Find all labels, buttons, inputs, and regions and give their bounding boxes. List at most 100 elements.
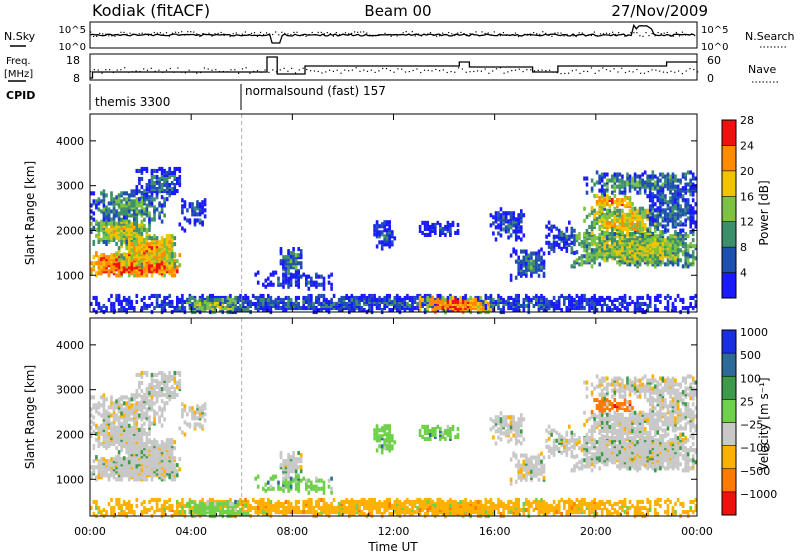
power-cell <box>112 215 116 220</box>
nave-point <box>139 70 141 73</box>
power-cell <box>631 202 634 207</box>
power-cell <box>499 227 503 232</box>
power-cell <box>626 230 629 235</box>
power-cell <box>145 235 149 240</box>
power-cell <box>626 301 629 306</box>
power-cell <box>575 258 579 263</box>
noise-search-point <box>672 35 674 37</box>
power-cell <box>664 228 667 233</box>
power-cell <box>621 303 624 308</box>
power-cell <box>643 208 647 213</box>
nave-point <box>241 68 243 70</box>
power-cell <box>193 218 197 223</box>
power-cell <box>545 224 548 229</box>
power-cell <box>125 201 128 206</box>
power-cell <box>509 301 513 306</box>
velocity-cell <box>168 438 171 443</box>
power-cell <box>694 210 698 215</box>
power-cell <box>684 172 687 177</box>
noise-search-point <box>642 35 644 37</box>
power-cell <box>691 254 695 259</box>
power-cell <box>127 260 131 265</box>
power-cell <box>92 261 96 266</box>
noise-search-point <box>448 32 450 34</box>
power-cell <box>681 186 685 191</box>
noise-search-point <box>684 34 687 36</box>
power-cell <box>499 213 503 218</box>
power-cell <box>160 174 164 179</box>
power-cell <box>520 209 523 214</box>
velocity-cell <box>112 465 116 470</box>
power-cell <box>628 174 632 179</box>
power-cell <box>138 176 141 181</box>
noise-search-point <box>296 31 298 33</box>
noise-search-point <box>147 34 149 36</box>
power-cell <box>641 218 644 223</box>
nave-point <box>423 69 426 71</box>
velocity-cell <box>127 460 131 465</box>
power-cell <box>176 189 179 194</box>
power-cell <box>287 306 290 311</box>
power-cell <box>595 216 599 221</box>
noise-search-point <box>381 34 383 36</box>
power-cell <box>608 214 612 219</box>
power-cell <box>671 220 675 225</box>
power-cell <box>269 272 273 277</box>
power-cell <box>606 295 609 300</box>
power-cell <box>133 248 136 253</box>
velocity-cell <box>97 463 101 468</box>
power-cell <box>102 239 106 244</box>
power-cell <box>135 201 139 206</box>
power-cell <box>547 306 551 311</box>
power-cell <box>434 228 437 233</box>
power-cell <box>674 212 677 217</box>
power-cell <box>155 240 159 245</box>
power-cell <box>514 249 518 254</box>
nave-point <box>389 69 391 72</box>
power-cell <box>127 295 131 300</box>
power-cell <box>140 237 144 242</box>
power-cell <box>540 306 543 311</box>
noise-search-point <box>690 33 693 35</box>
power-cell <box>514 217 518 222</box>
power-cell <box>542 271 546 276</box>
power-cell <box>102 223 106 228</box>
nave-point <box>416 68 418 70</box>
velocity-cell <box>176 469 179 474</box>
power-cell <box>537 267 541 272</box>
noise-search-point <box>505 34 507 36</box>
noise-search-point <box>624 35 626 37</box>
power-cell <box>626 260 629 265</box>
noise-search-point <box>102 33 104 35</box>
power-cell <box>188 218 192 223</box>
power-cell <box>133 189 136 194</box>
power-cell <box>90 301 93 306</box>
power-cell <box>140 248 144 253</box>
power-cell <box>176 265 179 270</box>
nave-point <box>533 70 536 72</box>
power-cell <box>122 223 126 228</box>
noise-search-point <box>99 32 101 34</box>
nave-point <box>507 71 509 73</box>
nave-point <box>207 68 209 70</box>
power-cell <box>312 301 316 306</box>
power-cell <box>633 306 637 311</box>
power-cell <box>651 204 655 209</box>
power-cell <box>623 194 627 199</box>
power-cell <box>208 293 212 298</box>
power-cell <box>641 226 644 231</box>
power-cell <box>117 217 121 222</box>
power-cell <box>646 216 649 221</box>
power-cell <box>618 248 622 253</box>
power-cell <box>638 306 642 311</box>
power-cell <box>656 248 660 253</box>
power-cell <box>616 240 619 245</box>
power-cell <box>380 297 384 302</box>
noise-search-point <box>153 31 155 34</box>
power-cell <box>547 303 551 308</box>
power-cell <box>684 306 687 311</box>
velocity-cell <box>130 460 134 465</box>
power-cell <box>302 272 305 277</box>
power-cell <box>122 252 126 257</box>
power-cell <box>593 194 596 199</box>
